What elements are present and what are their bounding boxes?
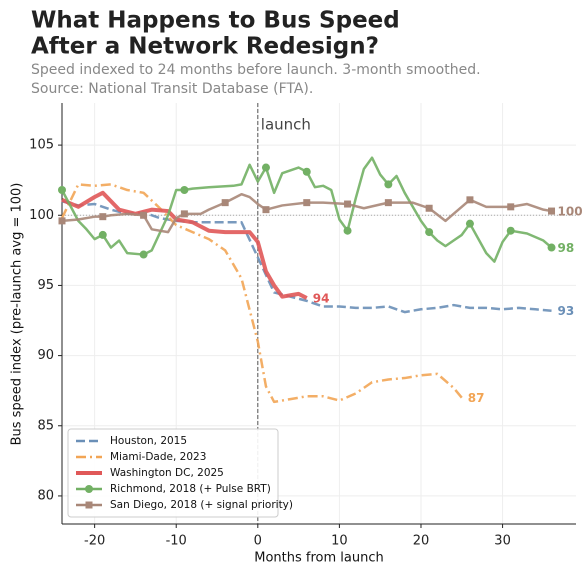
end-label: 93 [558, 304, 575, 318]
x-tick-label: -10 [166, 534, 187, 549]
x-tick-label: 30 [494, 534, 511, 549]
marker [343, 226, 352, 235]
marker [506, 226, 515, 235]
y-tick-label: 95 [37, 278, 54, 293]
y-tick-label: 90 [37, 348, 54, 363]
marker [98, 230, 107, 239]
marker [139, 250, 148, 259]
marker [99, 213, 107, 221]
marker [85, 501, 93, 509]
series-line [61, 190, 308, 300]
subtitle: Speed indexed to 24 months before launch… [31, 62, 481, 78]
y-tick-label: 80 [37, 488, 54, 503]
marker [261, 163, 270, 172]
marker [344, 200, 352, 208]
marker [85, 485, 93, 493]
marker [180, 210, 188, 218]
legend-box [67, 428, 279, 518]
end-label: 87 [468, 391, 485, 405]
marker [465, 219, 474, 228]
marker [58, 186, 66, 195]
series-line [60, 183, 463, 404]
series-line [61, 200, 552, 314]
y-tick-label: 100 [29, 208, 54, 223]
marker [221, 199, 229, 207]
x-tick-label: -20 [84, 534, 105, 549]
legend-label: Richmond, 2018 (+ Pulse BRT) [110, 483, 271, 495]
marker [507, 203, 515, 211]
marker [425, 228, 434, 237]
x-tick-label: 20 [413, 534, 430, 549]
x-axis-label: Months from launch [254, 551, 383, 566]
x-tick-label: 0 [254, 534, 262, 549]
end-label: 100 [558, 205, 583, 219]
marker [180, 186, 189, 195]
y-tick-label: 85 [37, 418, 54, 433]
marker [466, 196, 474, 204]
chart-title: What Happens to Bus Speed [31, 8, 400, 34]
marker [548, 207, 556, 215]
x-tick-label: 10 [331, 534, 348, 549]
marker [140, 211, 148, 219]
legend-label: Miami-Dade, 2023 [110, 451, 206, 463]
series-line [61, 192, 552, 234]
marker [547, 243, 556, 252]
marker [58, 217, 66, 225]
marker [262, 206, 270, 214]
y-tick-label: 105 [29, 138, 54, 153]
marker [425, 204, 433, 212]
marker [384, 180, 393, 189]
legend-label: Houston, 2015 [110, 435, 187, 447]
end-label: 98 [558, 241, 575, 255]
marker [302, 167, 311, 176]
legend-label: San Diego, 2018 (+ signal priority) [110, 499, 293, 511]
end-label: 94 [313, 292, 330, 306]
marker [384, 199, 392, 207]
marker [303, 199, 311, 207]
subtitle: Source: National Transit Database (FTA). [31, 81, 313, 97]
y-axis-label: Bus speed index (pre-launch avg = 100) [10, 183, 25, 446]
legend-label: Washington DC, 2025 [110, 467, 224, 479]
annotation: launch [261, 116, 311, 134]
chart-title: After a Network Redesign? [31, 34, 379, 60]
